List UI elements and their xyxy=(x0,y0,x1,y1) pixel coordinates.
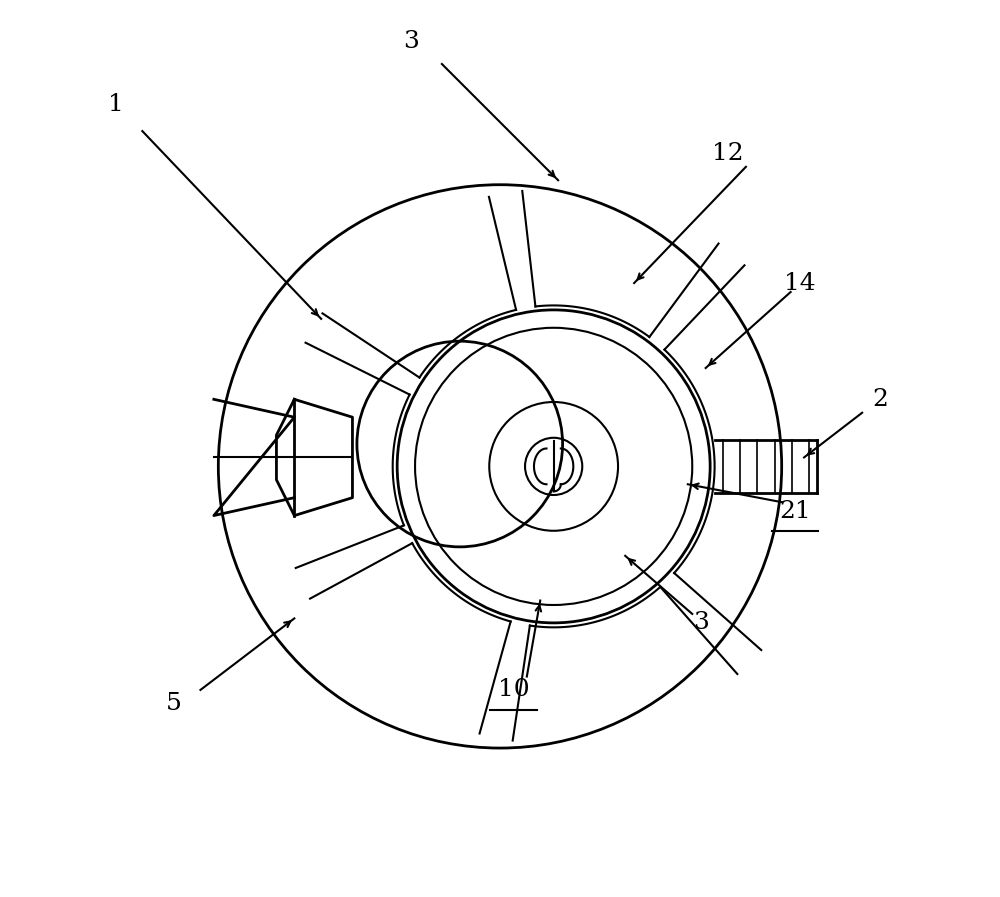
Text: 10: 10 xyxy=(498,678,529,701)
Text: 12: 12 xyxy=(712,142,744,165)
Text: 3: 3 xyxy=(403,30,419,53)
Text: 1: 1 xyxy=(108,92,123,116)
Text: 2: 2 xyxy=(872,388,888,411)
Text: 14: 14 xyxy=(784,272,815,294)
Text: 5: 5 xyxy=(166,692,182,715)
Text: 21: 21 xyxy=(779,500,811,523)
Text: 3: 3 xyxy=(693,612,709,634)
